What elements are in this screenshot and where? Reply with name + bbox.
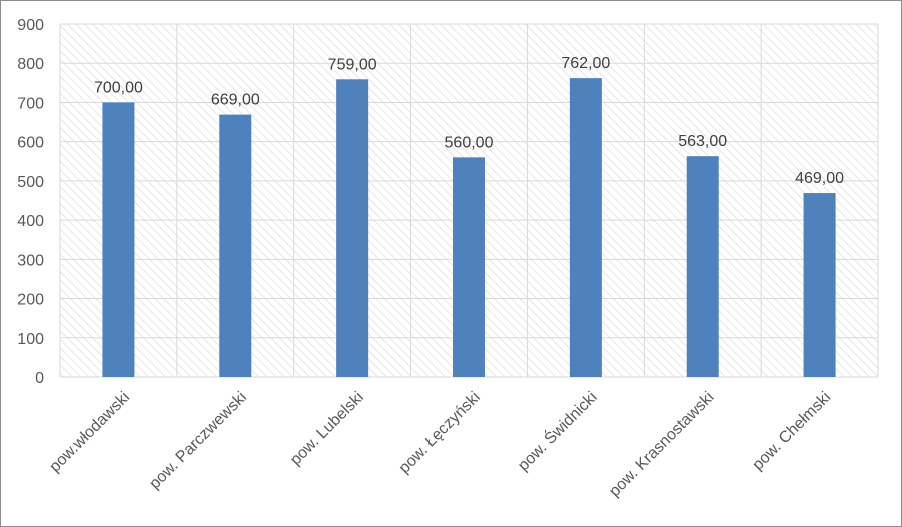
y-axis-ticks: 0 100 200 300 400 500 600 700 800 900 bbox=[17, 17, 44, 387]
y-tick-label: 100 bbox=[17, 331, 44, 348]
data-label: 669,00 bbox=[211, 92, 260, 109]
y-tick-label: 500 bbox=[17, 174, 44, 191]
x-category-label: pow. Łęczyński bbox=[396, 389, 484, 477]
y-tick-label: 600 bbox=[17, 135, 44, 152]
data-label: 700,00 bbox=[94, 79, 143, 96]
bar bbox=[453, 157, 485, 377]
x-category-label: pow.włodawski bbox=[46, 389, 133, 476]
bar bbox=[803, 193, 836, 377]
data-label: 469,00 bbox=[795, 170, 844, 187]
x-category-label: pow. Chełmski bbox=[749, 389, 834, 474]
bar bbox=[219, 114, 252, 377]
x-axis-labels: pow.włodawski pow. Parczwewski pow. Lubels… bbox=[46, 387, 834, 500]
bar bbox=[686, 156, 719, 377]
y-tick-label: 0 bbox=[35, 370, 44, 387]
x-category-label: pow. Świdnicki bbox=[514, 387, 601, 474]
bar bbox=[569, 78, 602, 378]
data-labels: 700,00 669,00 759,00 560,00 762,00 563,00 469,… bbox=[94, 55, 844, 187]
bar bbox=[336, 79, 369, 377]
y-tick-label: 700 bbox=[17, 95, 44, 112]
x-category-label: pow. Lubelski bbox=[287, 389, 367, 469]
data-label: 762,00 bbox=[561, 55, 610, 72]
y-tick-label: 300 bbox=[17, 252, 44, 269]
data-label: 759,00 bbox=[328, 56, 377, 73]
y-tick-label: 900 bbox=[17, 17, 44, 34]
data-label: 563,00 bbox=[678, 133, 727, 150]
y-tick-label: 200 bbox=[17, 292, 44, 309]
bars bbox=[102, 78, 836, 378]
x-category-label: pow. Parczwewski bbox=[146, 389, 250, 493]
data-label: 560,00 bbox=[445, 134, 494, 151]
y-tick-label: 800 bbox=[17, 56, 44, 73]
bar bbox=[102, 102, 135, 377]
y-tick-label: 400 bbox=[17, 213, 44, 230]
x-category-label: pow. Krasnostawski bbox=[606, 389, 717, 500]
